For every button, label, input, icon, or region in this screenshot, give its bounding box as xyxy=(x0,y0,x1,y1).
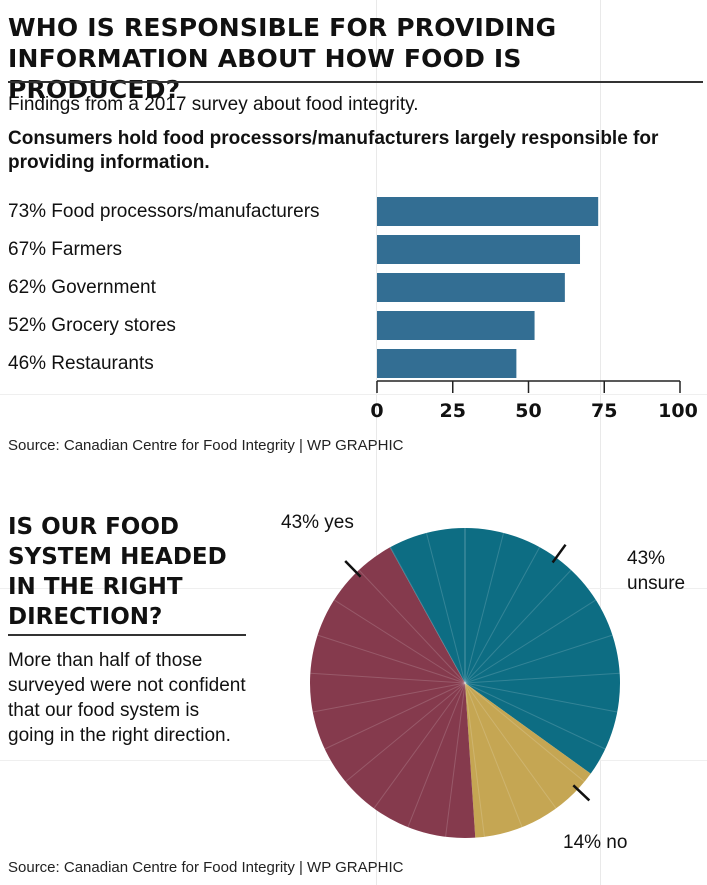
x-tick-label: 0 xyxy=(370,400,383,422)
pie-chart-description: More than half of those surveyed were no… xyxy=(8,650,246,746)
pie-divider xyxy=(333,599,466,684)
bar xyxy=(377,349,517,378)
bar xyxy=(377,197,599,226)
pie-divider xyxy=(345,682,466,783)
bar-label: 67% Farmers xyxy=(8,239,123,260)
pie-divider xyxy=(317,634,466,684)
bar xyxy=(377,273,565,302)
source-note: Source: Canadian Centre for Food Integri… xyxy=(8,859,404,876)
pie-chart-title: IS OUR FOOD SYSTEM HEADED IN THE RIGHT D… xyxy=(8,514,227,630)
pie-label-unsure: unsure xyxy=(627,573,686,594)
pie-divider xyxy=(389,546,466,684)
x-tick-label: 75 xyxy=(591,400,617,422)
pie-title-divider xyxy=(8,634,246,636)
pie-divider xyxy=(445,682,466,837)
pie-divider xyxy=(310,672,466,684)
pie-divider xyxy=(373,682,466,809)
bar xyxy=(377,311,535,340)
grid-line xyxy=(0,394,707,395)
pie-divider xyxy=(464,682,585,783)
pie-label-unsure-percent: 43% xyxy=(627,548,666,569)
bar-chart: 0 25 50 75 100 xyxy=(370,197,698,422)
x-tick-label: 25 xyxy=(440,400,466,422)
pie-divider xyxy=(464,546,541,684)
bar-label: 73% Food processors/manufacturers xyxy=(8,201,320,222)
pie-divider xyxy=(464,634,613,684)
title-divider xyxy=(8,81,703,83)
pie-divider xyxy=(464,682,557,809)
pie-divider xyxy=(464,682,485,837)
source-note: Source: Canadian Centre for Food Integri… xyxy=(8,437,404,454)
bar-label: 46% Restaurants xyxy=(8,353,154,374)
pie-divider xyxy=(464,599,597,684)
pie-divider xyxy=(407,682,466,828)
pie-divider xyxy=(464,682,618,713)
pie-divider xyxy=(464,682,606,750)
leader-line-unsure xyxy=(551,543,567,564)
bar-chart-headline: Consumers hold food processors/manufactu… xyxy=(8,128,659,173)
grid-line xyxy=(600,0,601,885)
bar-label: 52% Grocery stores xyxy=(8,315,176,336)
pie-slice-unsure xyxy=(389,528,620,774)
leader-line-no xyxy=(572,784,591,802)
pie-divider xyxy=(464,672,620,684)
x-tick-label: 50 xyxy=(515,400,541,422)
pie-slice-yes xyxy=(310,547,476,838)
x-tick-label: 100 xyxy=(658,400,698,422)
pie-divider xyxy=(464,569,572,684)
bar xyxy=(377,235,581,264)
leader-line-yes xyxy=(344,560,362,578)
pie-label-yes: 43% yes xyxy=(281,512,354,533)
pie-divider xyxy=(324,682,466,750)
pie-divider xyxy=(464,532,505,684)
page-title: WHO IS RESPONSIBLE FOR PROVIDING INFORMA… xyxy=(8,13,557,104)
pie-divider xyxy=(425,532,466,684)
pie-divider xyxy=(464,682,523,828)
pie-slice-no xyxy=(465,683,591,838)
page-subtitle: Findings from a 2017 survey about food i… xyxy=(8,94,419,115)
grid-line xyxy=(376,0,377,885)
pie-divider xyxy=(312,682,466,713)
bar-label: 62% Government xyxy=(8,277,156,298)
pie-divider xyxy=(358,569,466,684)
pie-label-no: 14% no xyxy=(563,832,628,853)
